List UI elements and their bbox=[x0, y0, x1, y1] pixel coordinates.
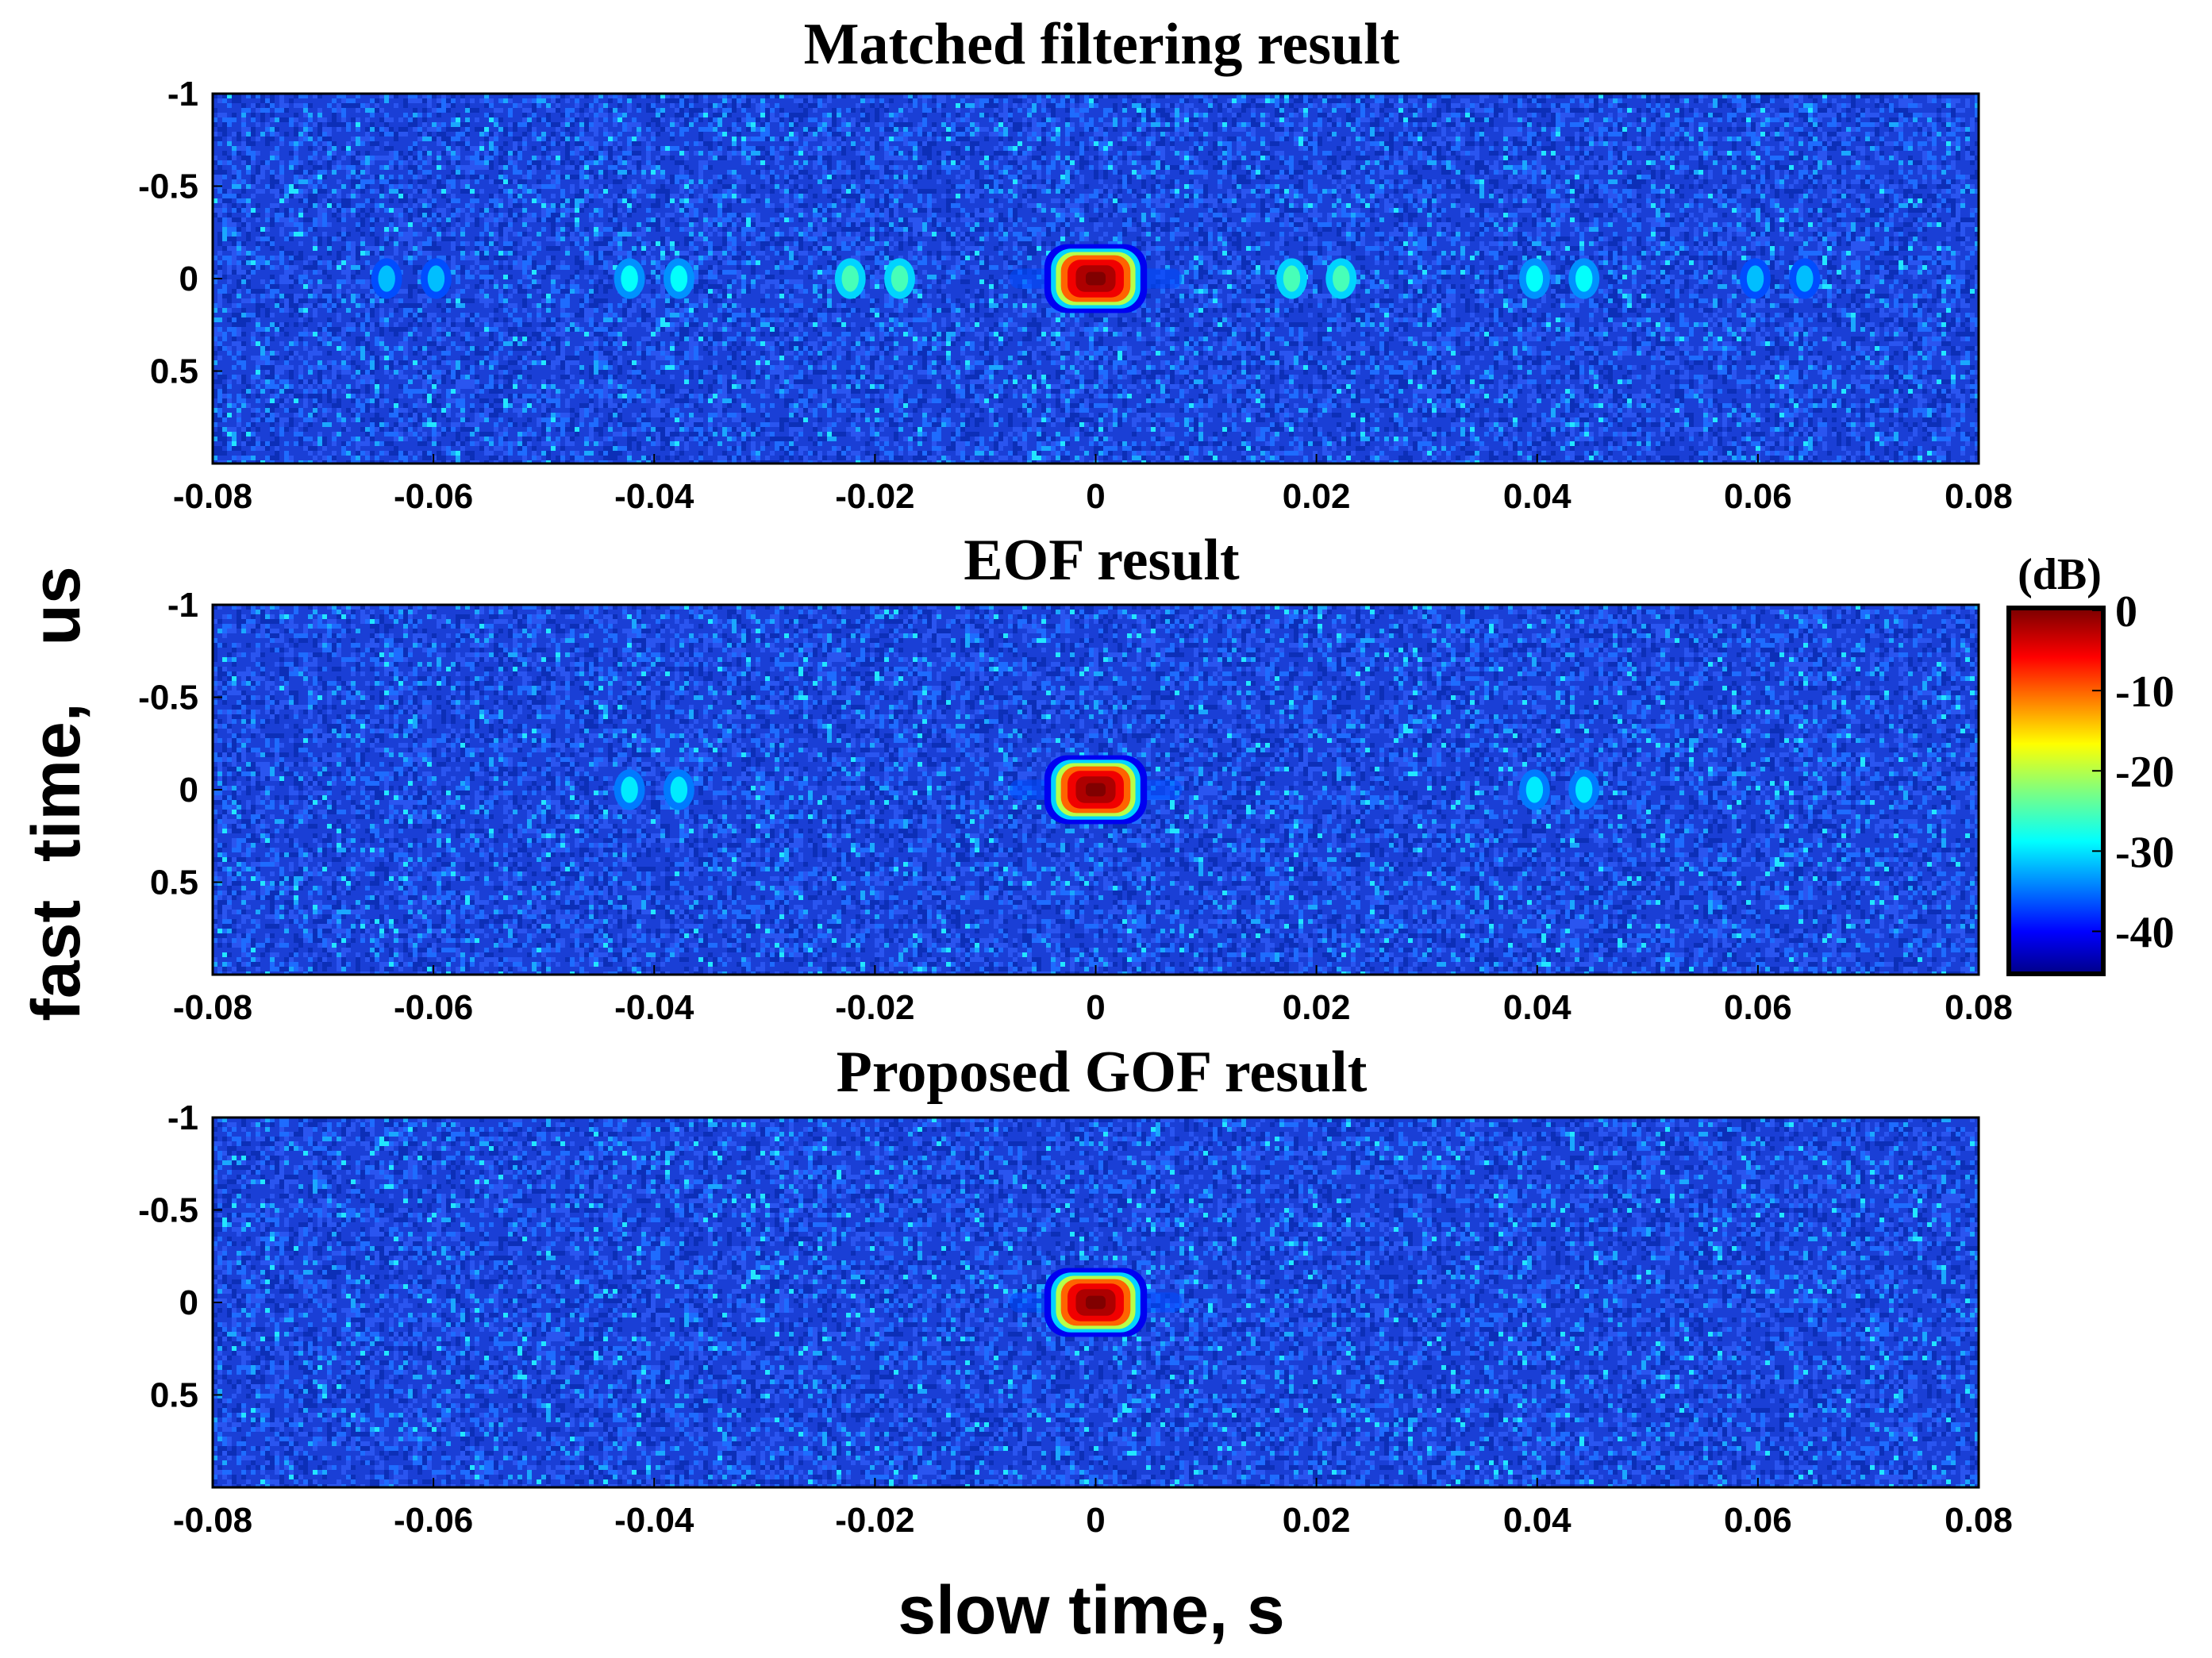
plot-area: -0.08 -0.06 -0.04 -0.02 0 0.02 0.04 0.06 0.08 -1 -… bbox=[138, 1098, 2013, 1540]
sidelobe-core bbox=[891, 265, 909, 292]
x-tick-label: 0 bbox=[1086, 1501, 1105, 1540]
panel-matched-filtering: Matched filtering result -0.08 -0.06 -0.04… bbox=[138, 12, 2013, 516]
sidelobe-core bbox=[621, 776, 638, 803]
colorbar-tick-label: 0 bbox=[2115, 587, 2137, 637]
y-tick-label: -0.5 bbox=[138, 1191, 198, 1230]
target-responses bbox=[371, 244, 1821, 314]
colorbar: (dB) 0 -10 -20 -30 -40 bbox=[2006, 550, 2175, 976]
x-tick-label: -0.02 bbox=[835, 988, 914, 1027]
noise-texture bbox=[213, 1118, 1979, 1487]
noise-texture bbox=[213, 94, 1979, 464]
x-tick-label: 0.08 bbox=[1945, 477, 2013, 516]
x-tick-label: -0.04 bbox=[614, 988, 694, 1027]
sidelobe-core bbox=[1575, 776, 1593, 803]
sidelobe-core bbox=[1575, 265, 1593, 292]
y-tick-label: 0.5 bbox=[150, 864, 198, 902]
sidelobe-core bbox=[1796, 265, 1814, 292]
x-tick-label: 0 bbox=[1086, 477, 1105, 516]
colorbar-tick-label: -20 bbox=[2115, 748, 2175, 797]
x-tick-label: 0.04 bbox=[1503, 988, 1571, 1027]
sidelobe-core bbox=[1333, 265, 1350, 292]
panel-eof: EOF result -0.08 -0.06 -0.04 -0.02 0 0.02 0.04… bbox=[138, 528, 2013, 1027]
x-axis-label: slow time, s bbox=[898, 1572, 1285, 1648]
x-tick-label: 0.04 bbox=[1503, 1501, 1571, 1540]
y-tick-label: -0.5 bbox=[138, 679, 198, 717]
x-tick-label: -0.06 bbox=[394, 477, 473, 516]
colorbar-tick-label: -40 bbox=[2115, 908, 2175, 957]
x-tick-label: -0.04 bbox=[614, 477, 694, 516]
x-tick-label: 0.08 bbox=[1945, 1501, 2013, 1540]
y-axis-label: fast time, us bbox=[18, 566, 94, 1021]
y-tick-label: 0.5 bbox=[150, 352, 198, 391]
x-tick-label: -0.08 bbox=[173, 477, 252, 516]
main-lobe-level bbox=[1085, 271, 1106, 286]
sidelobe-core bbox=[1525, 776, 1544, 803]
y-tick-label: 0 bbox=[179, 1283, 198, 1322]
sidelobe-core bbox=[1746, 265, 1764, 292]
x-tick-label: 0.06 bbox=[1724, 477, 1792, 516]
panel-proposed-gof: Proposed GOF result -0.08 -0.06 -0.04 -0.02… bbox=[138, 1040, 2013, 1540]
y-tick-label: 0 bbox=[179, 771, 198, 810]
x-tick-label: 0.02 bbox=[1283, 988, 1351, 1027]
y-tick-label: -1 bbox=[167, 586, 198, 625]
x-tick-label: -0.02 bbox=[835, 477, 914, 516]
sidelobe-core bbox=[670, 776, 688, 803]
x-tick-label: 0.06 bbox=[1724, 1501, 1792, 1540]
x-tick-label: -0.02 bbox=[835, 1501, 914, 1540]
colorbar-tick-label: -30 bbox=[2115, 828, 2175, 877]
sidelobe-core bbox=[621, 265, 638, 292]
sidelobe-core bbox=[670, 265, 688, 292]
y-tick-label: -0.5 bbox=[138, 167, 198, 206]
x-tick-label: -0.08 bbox=[173, 988, 252, 1027]
x-tick-label: -0.06 bbox=[394, 988, 473, 1027]
x-tick-label: 0.02 bbox=[1283, 477, 1351, 516]
target-responses bbox=[614, 755, 1600, 825]
x-tick-label: 0.08 bbox=[1945, 988, 2013, 1027]
y-tick-label: 0 bbox=[179, 260, 198, 298]
sidelobe-core bbox=[378, 265, 395, 292]
main-lobe-level bbox=[1085, 783, 1106, 797]
y-tick-label: -1 bbox=[167, 75, 198, 113]
panel-title: Matched filtering result bbox=[804, 12, 1400, 77]
target-responses bbox=[1010, 1268, 1182, 1337]
colorbar-tick-label: -10 bbox=[2115, 667, 2175, 717]
main-lobe-level bbox=[1085, 1295, 1106, 1310]
x-tick-label: 0.02 bbox=[1283, 1501, 1351, 1540]
plot-area: -0.08 -0.06 -0.04 -0.02 0 0.02 0.04 0.06 0.08 -1 -… bbox=[138, 75, 2013, 516]
x-tick-label: -0.04 bbox=[614, 1501, 694, 1540]
colorbar-fill bbox=[2011, 610, 2101, 971]
x-tick-label: 0.04 bbox=[1503, 477, 1571, 516]
sidelobe-core bbox=[1525, 265, 1544, 292]
x-tick-label: -0.06 bbox=[394, 1501, 473, 1540]
colorbar-unit: (dB) bbox=[2018, 550, 2102, 599]
colorbar-ticks: 0 -10 -20 -30 -40 bbox=[2092, 587, 2175, 957]
x-tick-label: 0.06 bbox=[1724, 988, 1792, 1027]
panel-title: EOF result bbox=[964, 528, 1240, 593]
y-tick-label: 0.5 bbox=[150, 1376, 198, 1415]
x-tick-label: 0 bbox=[1086, 988, 1105, 1027]
sidelobe-core bbox=[841, 265, 859, 292]
panel-title: Proposed GOF result bbox=[837, 1040, 1368, 1105]
plot-area: -0.08 -0.06 -0.04 -0.02 0 0.02 0.04 0.06 0.08 -1 -… bbox=[138, 586, 2013, 1027]
sidelobe-core bbox=[427, 265, 445, 292]
noise-texture bbox=[213, 605, 1979, 975]
y-tick-label: -1 bbox=[167, 1098, 198, 1137]
x-tick-label: -0.08 bbox=[173, 1501, 252, 1540]
sidelobe-core bbox=[1283, 265, 1301, 292]
